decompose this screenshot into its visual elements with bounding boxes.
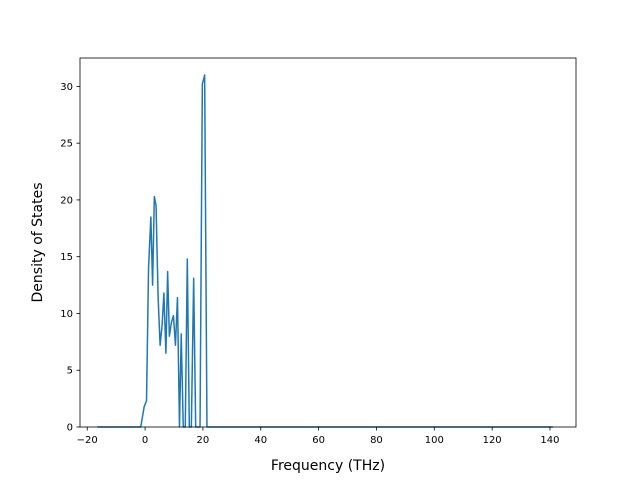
y-tick-label: 20 <box>60 195 73 206</box>
x-axis-label: Frequency (THz) <box>271 458 385 474</box>
y-tick-label: 30 <box>60 82 73 93</box>
y-tick-label: 15 <box>60 252 73 263</box>
y-tick-label: 5 <box>67 366 73 377</box>
x-tick-label: 140 <box>540 435 559 446</box>
y-tick-label: 25 <box>60 139 73 150</box>
y-axis-label: Density of States <box>30 183 46 303</box>
x-tick-label: 20 <box>197 435 210 446</box>
axes-frame <box>79 57 577 428</box>
x-tick-label: 0 <box>142 435 148 446</box>
plot-area <box>97 74 553 428</box>
x-tick-label: 100 <box>425 435 444 446</box>
x-tick-label: 80 <box>370 435 383 446</box>
axis-ticks: −20 0 20 40 60 80 100 120 140 0 5 10 15 20 25 30 <box>60 82 559 446</box>
y-tick-label: 0 <box>67 423 73 434</box>
series-line-0 <box>97 74 553 428</box>
x-tick-label: 60 <box>312 435 325 446</box>
y-tick-label: 10 <box>60 309 73 320</box>
x-tick-label: 120 <box>483 435 502 446</box>
x-tick-label: 40 <box>254 435 267 446</box>
x-tick-label: −20 <box>77 435 98 446</box>
